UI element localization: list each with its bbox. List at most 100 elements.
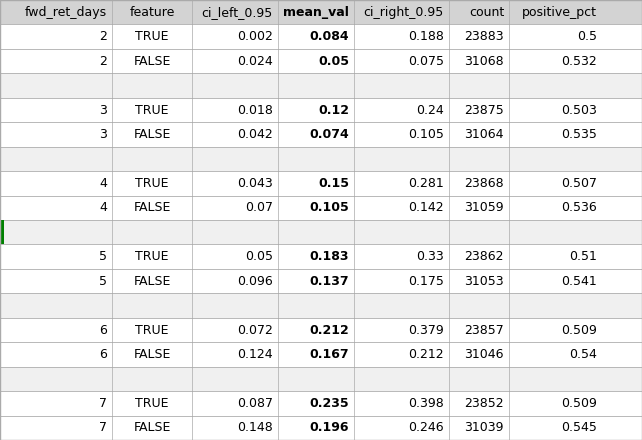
Bar (0, 0, 642, 25)
Text: 0.535: 0.535 (561, 128, 597, 141)
Text: 0.12: 0.12 (318, 103, 349, 117)
Text: 0.05: 0.05 (245, 250, 273, 263)
Text: TRUE: TRUE (135, 30, 169, 43)
Bar (0, 122, 642, 147)
Text: 31039: 31039 (465, 421, 504, 434)
Text: 0.137: 0.137 (309, 275, 349, 288)
Text: FALSE: FALSE (134, 421, 171, 434)
Text: 0.212: 0.212 (408, 348, 444, 361)
Text: 0.075: 0.075 (408, 55, 444, 68)
Bar (0, 220, 642, 245)
Text: 0.5: 0.5 (577, 30, 597, 43)
Text: 0.175: 0.175 (408, 275, 444, 288)
Text: 23868: 23868 (464, 177, 504, 190)
Text: 0.15: 0.15 (318, 177, 349, 190)
Text: 0.074: 0.074 (309, 128, 349, 141)
Text: 0.536: 0.536 (561, 201, 597, 214)
Bar (0, 245, 642, 269)
Bar (0, 318, 642, 342)
Text: 4: 4 (99, 177, 107, 190)
Text: TRUE: TRUE (135, 397, 169, 410)
Text: fwd_ret_days: fwd_ret_days (25, 6, 107, 19)
Bar (0, 49, 642, 73)
Bar (0, 73, 642, 98)
Text: 5: 5 (99, 250, 107, 263)
Text: 3: 3 (99, 128, 107, 141)
Bar (0, 342, 642, 367)
Text: 0.379: 0.379 (408, 323, 444, 337)
Bar (0, 367, 642, 391)
Text: 0.545: 0.545 (561, 421, 597, 434)
Text: 0.541: 0.541 (561, 275, 597, 288)
Text: FALSE: FALSE (134, 55, 171, 68)
Text: 7: 7 (99, 397, 107, 410)
Text: positive_pct: positive_pct (522, 6, 597, 19)
Text: 0.54: 0.54 (569, 348, 597, 361)
Text: 0.167: 0.167 (309, 348, 349, 361)
Text: 0.148: 0.148 (238, 421, 273, 434)
Text: 31064: 31064 (465, 128, 504, 141)
Bar (0, 391, 642, 415)
Bar (0, 98, 642, 122)
Text: 0.142: 0.142 (408, 201, 444, 214)
Text: 0.024: 0.024 (238, 55, 273, 68)
Text: 0.043: 0.043 (238, 177, 273, 190)
Text: 23852: 23852 (464, 397, 504, 410)
Text: 0.532: 0.532 (561, 55, 597, 68)
Text: FALSE: FALSE (134, 128, 171, 141)
Text: 0.398: 0.398 (408, 397, 444, 410)
Text: 0.212: 0.212 (309, 323, 349, 337)
Text: 31059: 31059 (464, 201, 504, 214)
Text: FALSE: FALSE (134, 201, 171, 214)
Text: 0.002: 0.002 (237, 30, 273, 43)
Text: TRUE: TRUE (135, 323, 169, 337)
Text: count: count (469, 6, 504, 19)
Text: 5: 5 (99, 275, 107, 288)
Text: 0.246: 0.246 (408, 421, 444, 434)
Text: 0.235: 0.235 (309, 397, 349, 410)
Text: TRUE: TRUE (135, 250, 169, 263)
Text: 0.33: 0.33 (416, 250, 444, 263)
Text: 0.183: 0.183 (309, 250, 349, 263)
Text: 2: 2 (99, 30, 107, 43)
Text: 0.096: 0.096 (238, 275, 273, 288)
Text: 0.105: 0.105 (309, 201, 349, 214)
Text: feature: feature (129, 6, 175, 19)
Text: 0.507: 0.507 (561, 177, 597, 190)
Bar (0, 195, 642, 220)
Bar (0, 25, 642, 49)
Text: 0.281: 0.281 (408, 177, 444, 190)
Text: 23857: 23857 (464, 323, 504, 337)
Text: 31068: 31068 (464, 55, 504, 68)
Text: 23875: 23875 (464, 103, 504, 117)
Text: 0.084: 0.084 (309, 30, 349, 43)
Text: 0.124: 0.124 (238, 348, 273, 361)
Text: ci_right_0.95: ci_right_0.95 (364, 6, 444, 19)
Text: 2: 2 (99, 55, 107, 68)
Text: 3: 3 (99, 103, 107, 117)
Text: 23883: 23883 (464, 30, 504, 43)
Text: 0.188: 0.188 (408, 30, 444, 43)
Text: TRUE: TRUE (135, 177, 169, 190)
Text: FALSE: FALSE (134, 348, 171, 361)
Text: 0.087: 0.087 (237, 397, 273, 410)
Bar (0, 220, 4, 245)
Text: TRUE: TRUE (135, 103, 169, 117)
Text: 0.072: 0.072 (237, 323, 273, 337)
Text: 6: 6 (99, 348, 107, 361)
Text: mean_val: mean_val (283, 6, 349, 19)
Text: 0.51: 0.51 (569, 250, 597, 263)
Text: 0.196: 0.196 (309, 421, 349, 434)
Text: 0.503: 0.503 (561, 103, 597, 117)
Bar (0, 147, 642, 171)
Text: 0.24: 0.24 (416, 103, 444, 117)
Text: 0.018: 0.018 (237, 103, 273, 117)
Text: 0.509: 0.509 (561, 323, 597, 337)
Text: 0.509: 0.509 (561, 397, 597, 410)
Bar (0, 293, 642, 318)
Text: 23862: 23862 (465, 250, 504, 263)
Bar (0, 415, 642, 440)
Text: ci_left_0.95: ci_left_0.95 (202, 6, 273, 19)
Text: 0.042: 0.042 (238, 128, 273, 141)
Text: 0.05: 0.05 (318, 55, 349, 68)
